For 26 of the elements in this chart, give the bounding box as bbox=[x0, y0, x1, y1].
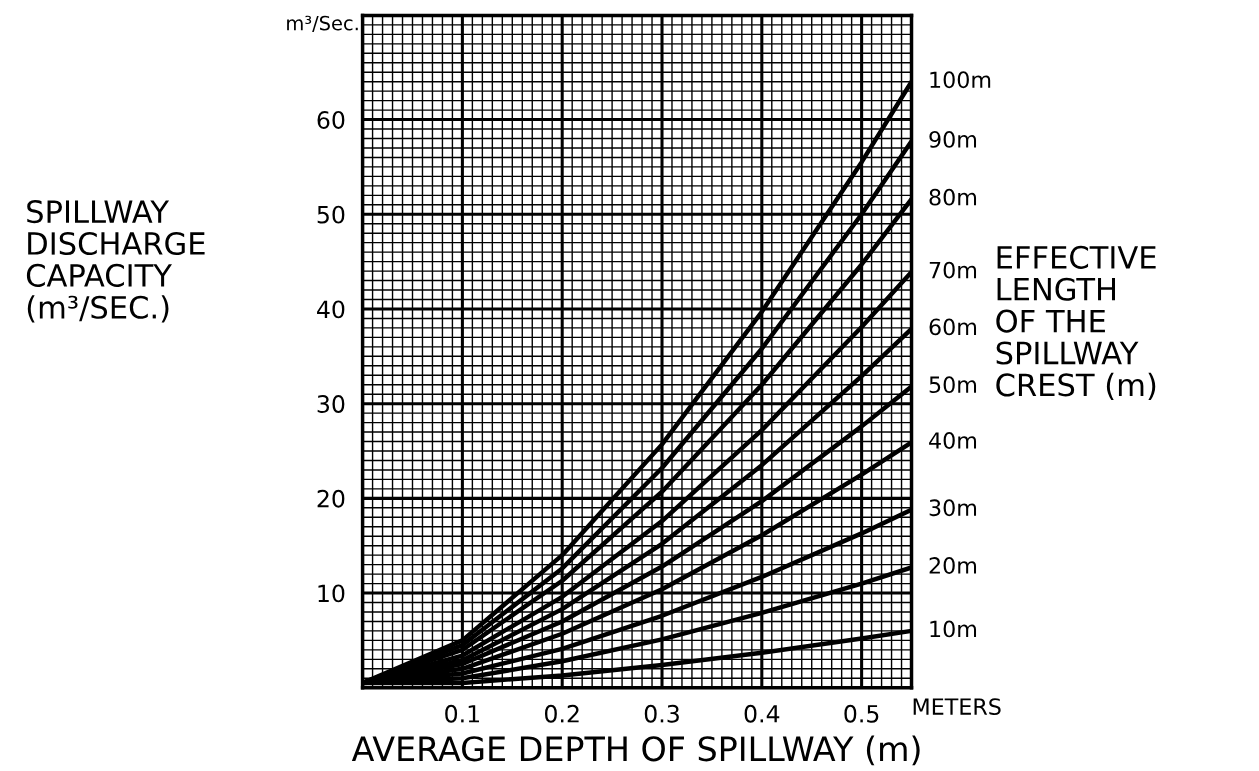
x-tick-label: 0.1 bbox=[445, 704, 479, 723]
x-axis-title: AVERAGE DEPTH OF SPILLWAY (m) bbox=[351, 735, 920, 766]
y-tick-label: 60 bbox=[317, 111, 345, 129]
y-tick-label: 40 bbox=[317, 300, 345, 319]
series-label: 20m bbox=[929, 557, 977, 574]
text: m³/Sec. bbox=[287, 15, 358, 32]
y-tick-label: 10 bbox=[318, 584, 345, 603]
y-tick-label: 50 bbox=[317, 205, 345, 224]
y-tick-label: 30 bbox=[317, 395, 345, 413]
x-tick-label: 0.5 bbox=[844, 704, 879, 723]
y-axis-title: SPILLWAY DISCHARGE CAPACITY (m³/SEC.) bbox=[26, 200, 205, 323]
series-label: 40m bbox=[929, 432, 977, 449]
series-label: 10m bbox=[930, 620, 977, 638]
y-tick-label: 20 bbox=[317, 489, 345, 508]
series-label: 60m bbox=[929, 318, 977, 336]
series-label: 30m bbox=[929, 499, 977, 517]
series-label: 70m bbox=[929, 261, 977, 279]
series-label: 100m bbox=[930, 71, 991, 89]
y2-axis-title: EFFECTIVE LENGTH OF THE SPILLWAY CREST (m) bbox=[996, 245, 1156, 401]
x-tick-label: 0.4 bbox=[744, 704, 780, 723]
x-tick-label: 0.3 bbox=[644, 704, 679, 723]
series-label: 50m bbox=[929, 376, 977, 394]
x-tick-label: 0.2 bbox=[544, 704, 579, 723]
series-label: 80m bbox=[929, 188, 977, 206]
series-label: 90m bbox=[929, 131, 977, 148]
text: METERS bbox=[913, 698, 1001, 716]
